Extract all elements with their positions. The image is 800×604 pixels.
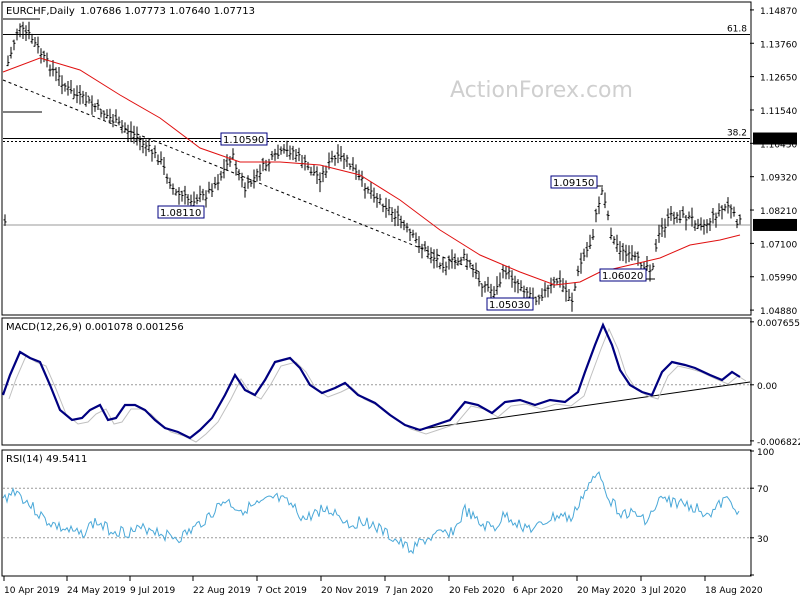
price-y-tick-label: 1.14870 <box>760 7 797 17</box>
annotation-1.06020: 1.06020 <box>602 271 643 282</box>
x-axis-tick-label: 7 Jan 2020 <box>385 586 433 596</box>
falling-trendline <box>2 79 481 273</box>
macd-signal-line <box>8 327 747 443</box>
price-y-tick-label: 1.11540 <box>760 107 797 117</box>
chart-marks: 61.8 38.2 1.10590 1.08110 1.09150 1.06020 1.05… <box>1 7 800 596</box>
macd-label: MACD(12,26,9) 0.001078 0.001256 <box>6 322 184 333</box>
annotation-box-1.05030 <box>486 297 534 311</box>
annotation-box-1.06020 <box>599 268 647 282</box>
price-title: EURCHF,Daily <box>6 6 75 17</box>
rsi-line <box>2 471 740 555</box>
macd-y-tick-label: -0.006822 <box>757 438 800 448</box>
macd-y-tick-label: 0.00 <box>757 382 777 392</box>
x-axis-tick-label: 20 Feb 2020 <box>449 586 505 596</box>
x-axis-tick-label: 10 Apr 2019 <box>4 586 60 596</box>
macd-trendline <box>414 381 751 431</box>
price-y-tick-label: 1.12650 <box>760 74 797 84</box>
watermark: ActionForex.com <box>450 78 633 103</box>
annotation-box-1.09150 <box>550 175 598 189</box>
rsi-y-tick-label: 30 <box>757 535 769 545</box>
macd-panel-frame <box>1 317 752 446</box>
fib-label-61.8: 61.8 <box>727 25 747 35</box>
x-axis-tick-label: 20 Nov 2019 <box>321 586 379 596</box>
macd-line <box>1 322 741 440</box>
x-axis-tick-label: 9 Jul 2019 <box>130 586 175 596</box>
last-price-tag-box <box>753 218 797 231</box>
moving-average-line <box>2 57 741 286</box>
level-tag-box <box>753 132 797 145</box>
x-axis-tick-label: 24 May 2019 <box>67 586 126 596</box>
price-y-tick-label: 1.07100 <box>760 240 797 250</box>
rsi-label: RSI(14) 49.5411 <box>6 454 87 465</box>
price-bars <box>3 21 742 312</box>
x-axis-tick-label: 7 Oct 2019 <box>257 586 307 596</box>
rsi-y-tick-label: 70 <box>757 485 769 495</box>
price-y-tick-label: 1.10430 <box>760 140 797 150</box>
x-axis-tick-label: 20 May 2020 <box>577 586 636 596</box>
price-panel-frame <box>1 1 752 316</box>
price-y-tick-label: 1.04880 <box>760 307 797 317</box>
annotation-1.10590: 1.10590 <box>223 135 264 146</box>
rsi-panel-frame <box>1 449 752 577</box>
annotation-box-1.08110 <box>157 205 205 219</box>
price-y-tick-label: 1.09320 <box>760 174 797 184</box>
last-price-tag-label: 1.07713 <box>755 222 792 232</box>
x-axis-tick-label: 18 Aug 2020 <box>705 586 763 596</box>
price-y-tick-label: 1.13760 <box>760 40 797 50</box>
level-tag-label: 1.10590 <box>755 136 792 146</box>
price-y-tick-label: 1.08210 <box>760 207 797 217</box>
annotation-1.05030: 1.05030 <box>489 300 530 311</box>
x-axis-tick-label: 6 Apr 2020 <box>513 586 563 596</box>
x-axis-tick-label: 3 Jul 2020 <box>641 586 686 596</box>
annotation-box-1.10590 <box>220 132 268 146</box>
rsi-y-tick-label: 100 <box>757 448 774 458</box>
fib-label-38.2: 38.2 <box>727 129 747 139</box>
annotation-1.09150: 1.09150 <box>553 178 594 189</box>
macd-y-tick-label: 0.007655 <box>757 319 800 329</box>
x-axis-tick-label: 22 Aug 2019 <box>193 586 251 596</box>
ohlc-header: 1.07686 1.07773 1.07640 1.07713 <box>80 6 255 17</box>
annotation-1.08110: 1.08110 <box>160 208 201 219</box>
price-y-tick-label: 1.05990 <box>760 274 797 284</box>
